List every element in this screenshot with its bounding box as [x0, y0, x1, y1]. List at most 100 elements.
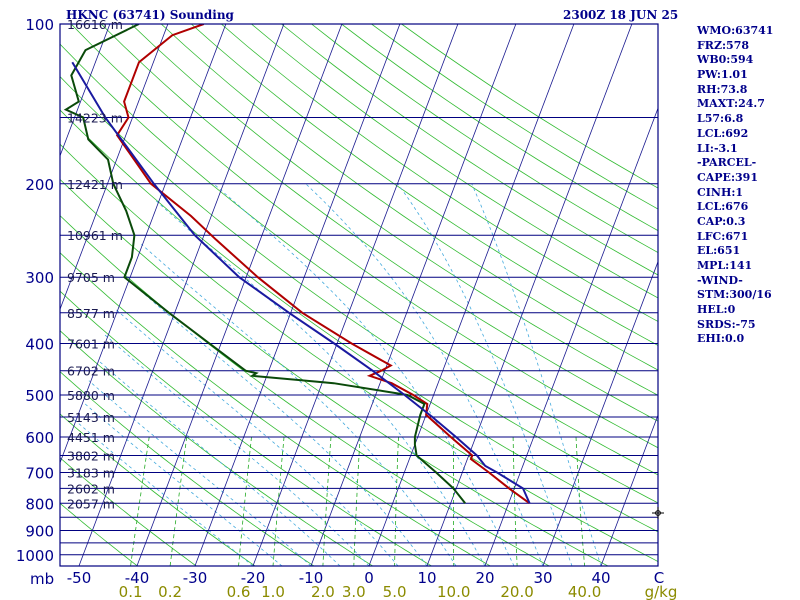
sounding-parameter: STM:300/16 [697, 288, 772, 302]
height-label: 6702 m [67, 364, 115, 379]
isotherm [484, 107, 658, 566]
sounding-parameter: FRZ:578 [697, 38, 750, 52]
mixing-ratio-tick-label: 1.0 [261, 583, 285, 600]
pressure-unit-label: mb [30, 570, 54, 588]
sounding-parameter: L57:6.8 [697, 112, 744, 126]
pressure-tick-label: 1000 [16, 547, 54, 565]
sounding-parameter: CAP:0.3 [697, 214, 746, 228]
dry-adiabat [60, 330, 374, 566]
parcel-profile [71, 61, 531, 504]
sounding-parameter: -PARCEL- [697, 156, 757, 170]
height-label: 5880 m [67, 388, 115, 403]
sounding-parameter: EHI:0.0 [697, 332, 745, 346]
isotherm [368, 24, 575, 566]
dry-adiabat [60, 290, 433, 566]
mixing-ratio-tick-label: 0.2 [158, 583, 182, 600]
temperature-tick-label: 20 [475, 569, 494, 587]
moist-adiabat [115, 309, 399, 566]
sounding-parameter: LI:-3.1 [697, 141, 738, 155]
moist-adiabat [82, 401, 283, 566]
moist-adiabat [213, 183, 515, 566]
temperature-tick-label: -10 [299, 569, 324, 587]
isotherm [310, 24, 517, 566]
sounding-parameter: LCL:676 [697, 200, 749, 214]
pressure-tick-label: 400 [25, 336, 54, 354]
temperature-tick-label: C [654, 569, 664, 587]
pressure-tick-label: 700 [25, 465, 54, 483]
dry-adiabat [60, 75, 658, 504]
mixing-ratio-tick-label: 3.0 [342, 583, 366, 600]
pressure-tick-label: 200 [25, 176, 54, 194]
temperature-tick-label: -50 [67, 569, 92, 587]
height-label: 10961 m [67, 228, 123, 243]
sounding-parameter: HEL:0 [697, 303, 736, 317]
dry-adiabat [60, 371, 315, 566]
mixing-ratio-line [512, 436, 518, 566]
station-title: HKNC (63741) Sounding [66, 8, 234, 22]
mixing-ratio-tick-label: 2.0 [311, 583, 335, 600]
temperature-tick-label: 30 [533, 569, 552, 587]
isotherm [60, 24, 227, 464]
sounding-parameter: EL:651 [697, 244, 741, 258]
isotherm [194, 24, 401, 566]
temperature-tick-label: -40 [125, 569, 150, 587]
height-label: 14223 m [67, 111, 123, 126]
dry-adiabat [60, 502, 139, 566]
dry-adiabat [60, 413, 256, 566]
mixing-ratio-tick-label: 20.0 [500, 583, 533, 600]
dry-adiabat [60, 252, 492, 566]
height-label: 5143 m [67, 410, 115, 425]
sounding-parameter: MAXT:24.7 [697, 97, 765, 111]
temperature-profile [115, 24, 531, 505]
height-label: 12421 m [67, 177, 123, 192]
moist-adiabat [97, 359, 341, 566]
isotherm [542, 260, 658, 566]
mixing-ratio-line [453, 436, 455, 566]
isotherm [0, 0, 71, 577]
moist-adiabat [73, 418, 254, 566]
height-label: 7601 m [67, 337, 115, 352]
sounding-parameter: CINH:1 [697, 185, 744, 199]
height-label: 4451 m [67, 430, 115, 445]
pressure-tick-label: 600 [25, 429, 54, 447]
moist-adiabat [305, 183, 544, 566]
pressure-tick-label: 900 [25, 523, 54, 541]
moist-adiabat [155, 200, 486, 566]
isotherm [252, 24, 459, 566]
height-label: 9705 m [67, 270, 115, 285]
sounding-parameter: WMO:63741 [697, 24, 774, 37]
sounding-parameter: CAPE:391 [697, 170, 758, 184]
dewpoint-profile [63, 24, 466, 504]
pressure-tick-label: 100 [25, 16, 54, 34]
moist-adiabat [397, 183, 573, 566]
moist-adiabat [471, 183, 602, 566]
mixing-ratio-line [238, 436, 252, 566]
temperature-tick-label: -30 [183, 569, 208, 587]
sounding-parameter: RH:73.8 [697, 82, 748, 96]
dry-adiabat [60, 43, 658, 476]
isotherm [136, 24, 343, 566]
mixing-ratio-tick-label: g/kg [645, 583, 678, 600]
height-label: 3183 m [67, 466, 115, 481]
sounding-parameter: SRDS:-75 [697, 317, 756, 331]
pressure-tick-label: 800 [25, 495, 54, 513]
mixing-ratio-axis-labels: 0.1 0.2 0.6 1.0 2.0 3.0 5.0 10.0 20.0 40.0 g/kg [119, 583, 678, 600]
mixing-ratio-tick-label: 0.6 [227, 583, 251, 600]
plot-frame [59, 23, 659, 567]
mixing-ratio-tick-label: 10.0 [437, 583, 470, 600]
moist-adiabat [141, 243, 457, 566]
mixing-ratio-tick-label: 0.1 [119, 583, 143, 600]
dry-adiabat [60, 457, 197, 566]
mixing-ratio-tick-label: 40.0 [568, 583, 601, 600]
background-line-set [0, 0, 658, 577]
dry-adiabat [100, 24, 658, 422]
dry-adiabat [130, 24, 658, 396]
height-labels: 16616 m 14223 m 12421 m 10961 m 9705 m 8577 m… [67, 17, 123, 511]
mixing-ratio-tick-label: 5.0 [383, 583, 407, 600]
sounding-parameter: PW:1.01 [697, 68, 748, 82]
temperature-tick-label: -20 [241, 569, 266, 587]
isotherm [78, 24, 285, 566]
wind-marker-icon [652, 507, 664, 519]
sounding-parameter: WB0:594 [697, 53, 754, 67]
